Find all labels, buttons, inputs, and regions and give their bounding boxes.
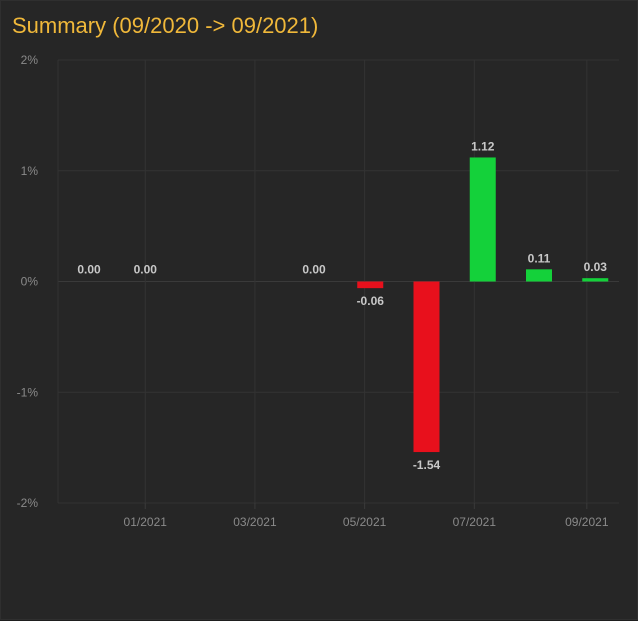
y-tick-label: -2% [17, 496, 39, 510]
x-tick-label: 07/2021 [453, 515, 497, 529]
x-tick-label: 09/2021 [565, 515, 609, 529]
data-label: 0.00 [302, 263, 326, 277]
x-tick-label: 05/2021 [343, 515, 387, 529]
data-label: 1.12 [471, 139, 495, 153]
bar [469, 157, 496, 282]
data-label: 0.00 [77, 263, 101, 277]
bar [582, 278, 609, 282]
x-tick-label: 03/2021 [233, 515, 277, 529]
data-label: -0.06 [357, 294, 385, 308]
bar [413, 281, 440, 453]
y-tick-label: -1% [17, 385, 39, 399]
chart-title: Summary (09/2020 -> 09/2021) [12, 13, 319, 38]
y-tick-label: 2% [21, 53, 39, 67]
data-label: -1.54 [413, 458, 441, 472]
x-tick-label: 01/2021 [124, 515, 168, 529]
data-label: 0.00 [134, 263, 158, 277]
bar [357, 281, 384, 289]
data-label: 0.11 [528, 251, 551, 265]
bar [526, 269, 552, 282]
data-label: 0.03 [584, 260, 608, 274]
y-tick-label: 0% [21, 275, 39, 289]
y-tick-label: 1% [21, 164, 39, 178]
